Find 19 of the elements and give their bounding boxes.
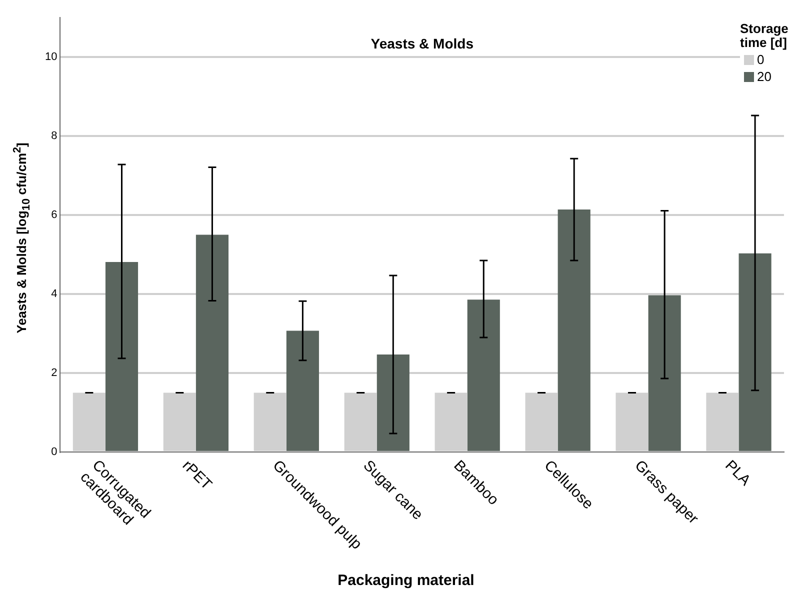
bar bbox=[254, 392, 286, 451]
y-tick-label: 2 bbox=[51, 367, 58, 380]
legend-label: 0 bbox=[757, 52, 764, 67]
bar bbox=[616, 392, 648, 451]
x-axis-title: Packaging material bbox=[336, 572, 476, 589]
y-tick-label: 0 bbox=[51, 446, 58, 458]
y-tick-label: 10 bbox=[44, 51, 58, 64]
text: Yeasts & Molds bbox=[370, 35, 474, 52]
y-tick-label: 4 bbox=[51, 288, 58, 300]
bar bbox=[163, 392, 196, 451]
bar bbox=[434, 392, 468, 451]
y-tick-label: 8 bbox=[51, 130, 58, 142]
legend-label: 20 bbox=[757, 69, 772, 84]
legend-title: Storage time [d] bbox=[740, 21, 790, 50]
bar bbox=[525, 392, 558, 451]
bar bbox=[72, 392, 106, 451]
bar bbox=[344, 392, 377, 451]
bar bbox=[706, 392, 739, 451]
y-tick-label: 6 bbox=[51, 209, 58, 222]
